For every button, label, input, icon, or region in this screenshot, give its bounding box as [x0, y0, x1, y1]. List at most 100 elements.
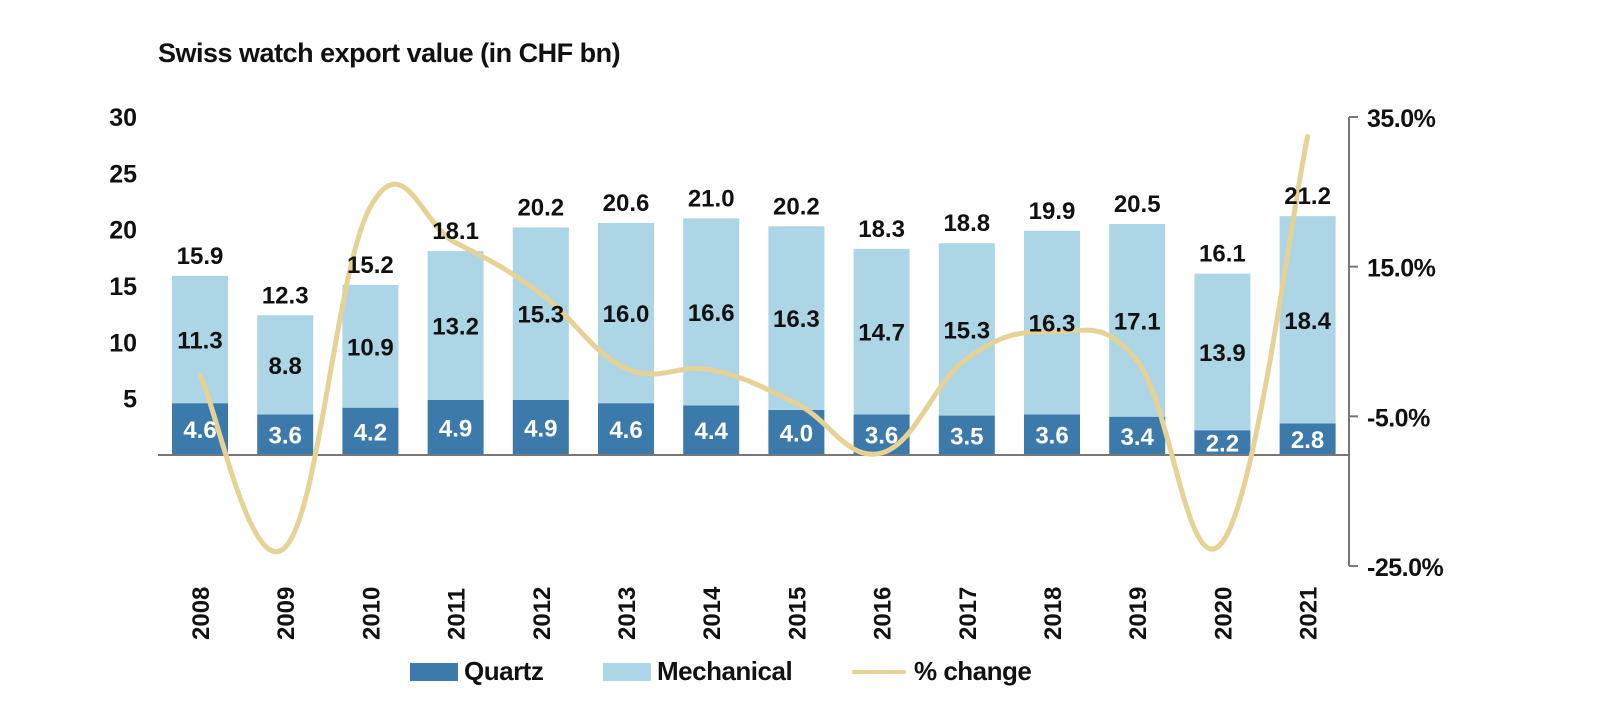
bar-quartz-2016 [853, 414, 910, 455]
label-quartz-2018: 3.6 [1035, 423, 1068, 450]
bar-mechanical-2008 [172, 275, 228, 404]
x-tick-2020: 2020 [1210, 587, 1237, 640]
y-right-tick-3: 35.0% [1367, 105, 1436, 133]
bar-mechanical-2020 [1194, 273, 1251, 431]
label-mechanical-2015: 16.3 [773, 306, 820, 333]
x-tick-2010: 2010 [358, 587, 385, 640]
y-right-tick-1: -5.0% [1367, 404, 1430, 432]
label-quartz-2020: 2.2 [1206, 431, 1239, 458]
x-tick-2008: 2008 [188, 587, 215, 640]
bar-mechanical-2016 [853, 248, 910, 415]
y-left-tick-5: 5 [123, 386, 137, 414]
chart-title: Swiss watch export value (in CHF bn) [158, 38, 621, 68]
label-total-2011: 18.1 [432, 218, 479, 245]
bar-mechanical-2015 [768, 226, 825, 410]
bar-mechanical-2017 [938, 243, 995, 416]
x-tick-2011: 2011 [444, 588, 471, 640]
y-left-tick-10: 10 [109, 329, 137, 357]
label-mechanical-2016: 14.7 [858, 320, 905, 347]
x-tick-2017: 2017 [955, 587, 982, 640]
x-tick-2019: 2019 [1125, 587, 1152, 640]
label-mechanical-2020: 13.9 [1199, 340, 1246, 367]
label-total-2016: 18.3 [858, 216, 905, 243]
label-total-2020: 16.1 [1199, 241, 1246, 268]
x-tick-2013: 2013 [614, 587, 641, 640]
bar-mechanical-2019 [1109, 224, 1166, 417]
label-total-2017: 18.8 [943, 210, 990, 237]
label-total-2014: 21.0 [688, 185, 735, 212]
x-tick-2021: 2021 [1296, 587, 1323, 640]
legend-label-quartz: Quartz [464, 656, 544, 686]
label-mechanical-2009: 8.8 [269, 353, 302, 380]
legend-item-mechanical: Mechanical [603, 656, 793, 687]
label-quartz-2015: 4.0 [780, 420, 813, 447]
bar-quartz-2018 [1024, 414, 1080, 455]
x-tick-2012: 2012 [529, 587, 556, 640]
bar-mechanical-2009 [257, 315, 314, 415]
label-total-2008: 15.9 [177, 243, 224, 270]
legend-label-pct-change: % change [914, 656, 1032, 686]
label-total-2013: 20.6 [603, 190, 650, 217]
label-quartz-2014: 4.4 [695, 418, 729, 445]
label-total-2015: 20.2 [773, 193, 820, 220]
label-quartz-2021: 2.8 [1291, 427, 1324, 454]
bar-quartz-2019 [1109, 416, 1166, 455]
legend-item-pct-change: % change [852, 656, 1032, 687]
label-mechanical-2019: 17.1 [1114, 308, 1161, 335]
axes-layer: 5 10 15 20 25 30 -25.0% -5.0% 15.0% 35.0% 2008 2009… [109, 104, 1444, 640]
label-total-2012: 20.2 [517, 194, 564, 221]
x-tick-2018: 2018 [1040, 587, 1067, 640]
bar-mechanical-2018 [1024, 230, 1080, 415]
labels-layer: 4.6 11.3 15.9 3.6 8.8 12.3 4.2 10.9 15.2 4.9 13.2 1… [177, 183, 1332, 457]
legend: Quartz Mechanical % change [0, 656, 1600, 696]
label-mechanical-2010: 10.9 [347, 334, 394, 361]
x-tick-2009: 2009 [273, 587, 300, 640]
label-quartz-2011: 4.9 [439, 415, 472, 442]
x-tick-2016: 2016 [870, 587, 897, 640]
label-quartz-2008: 4.6 [183, 417, 216, 444]
label-total-2019: 20.5 [1114, 191, 1161, 218]
y-left-tick-30: 30 [109, 104, 137, 132]
legend-swatch-mechanical [603, 662, 651, 681]
bar-quartz-2021 [1279, 423, 1336, 455]
bar-mechanical-2010 [342, 284, 399, 408]
y-left-tick-15: 15 [109, 273, 137, 301]
label-quartz-2016: 3.6 [865, 423, 898, 450]
line-layer [197, 133, 1311, 554]
label-quartz-2013: 4.6 [609, 417, 642, 444]
y-right-tick-2: 15.0% [1367, 255, 1436, 283]
bar-quartz-2020 [1194, 430, 1251, 455]
bar-quartz-2010 [342, 407, 399, 455]
bar-quartz-2012 [512, 399, 569, 455]
label-total-2018: 19.9 [1029, 198, 1076, 225]
y-left-tick-25: 25 [109, 160, 137, 188]
label-total-2010: 15.2 [347, 252, 394, 279]
label-quartz-2017: 3.5 [950, 423, 983, 450]
pct-change-line [197, 133, 1311, 554]
legend-label-mechanical: Mechanical [657, 656, 793, 686]
bar-mechanical-2012 [512, 227, 569, 400]
label-mechanical-2013: 16.0 [603, 301, 650, 328]
label-quartz-2010: 4.2 [354, 419, 387, 446]
bar-quartz-2014 [683, 405, 740, 455]
label-quartz-2012: 4.9 [524, 415, 557, 442]
legend-item-quartz: Quartz [410, 656, 544, 687]
legend-swatch-quartz [410, 662, 458, 681]
label-quartz-2009: 3.6 [269, 423, 302, 450]
label-mechanical-2018: 16.3 [1029, 311, 1076, 338]
label-mechanical-2014: 16.6 [688, 300, 735, 327]
bar-quartz-2011 [427, 399, 484, 455]
y-right-tick-0: -25.0% [1367, 554, 1443, 582]
label-quartz-2019: 3.4 [1121, 424, 1155, 451]
label-mechanical-2011: 13.2 [432, 313, 479, 340]
label-total-2009: 12.3 [262, 282, 309, 309]
x-tick-2014: 2014 [699, 586, 726, 640]
label-mechanical-2017: 15.3 [943, 317, 990, 344]
label-mechanical-2021: 18.4 [1284, 308, 1331, 335]
bar-quartz-2009 [257, 414, 314, 455]
label-mechanical-2012: 15.3 [517, 302, 564, 329]
bar-mechanical-2011 [427, 251, 484, 400]
x-tick-2015: 2015 [784, 587, 811, 640]
legend-swatch-pct-change [852, 669, 906, 674]
